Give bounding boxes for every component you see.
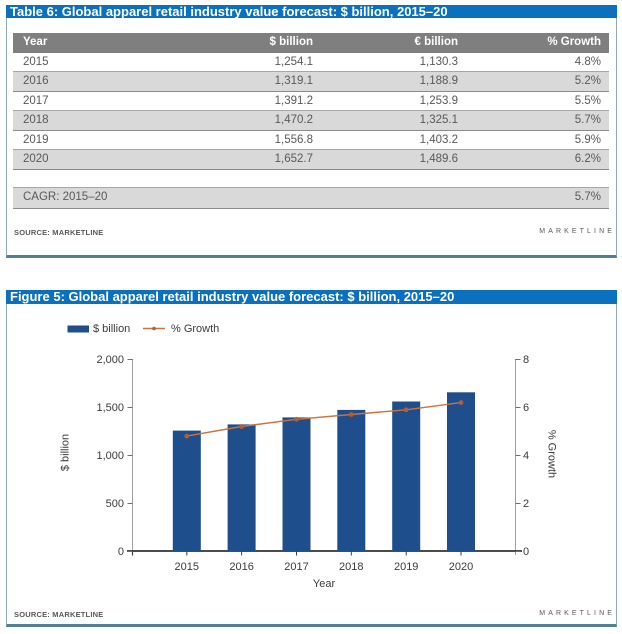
svg-text:500: 500 bbox=[106, 498, 124, 510]
svg-text:1,000: 1,000 bbox=[96, 450, 124, 462]
svg-text:2018: 2018 bbox=[339, 561, 363, 573]
svg-text:8: 8 bbox=[523, 354, 529, 366]
svg-text:2020: 2020 bbox=[449, 561, 473, 573]
svg-text:$ billion: $ billion bbox=[60, 434, 72, 471]
svg-text:2015: 2015 bbox=[175, 561, 199, 573]
svg-text:2017: 2017 bbox=[284, 561, 308, 573]
svg-text:2019: 2019 bbox=[394, 561, 418, 573]
svg-text:0: 0 bbox=[118, 546, 124, 558]
svg-text:2,000: 2,000 bbox=[96, 354, 124, 366]
svg-text:% Growth: % Growth bbox=[171, 323, 219, 335]
svg-text:0: 0 bbox=[523, 546, 529, 558]
svg-text:4: 4 bbox=[523, 450, 529, 462]
svg-text:1,500: 1,500 bbox=[96, 402, 124, 414]
svg-text:$ billion: $ billion bbox=[93, 323, 130, 335]
svg-text:Year: Year bbox=[313, 578, 336, 590]
svg-text:% Growth: % Growth bbox=[546, 430, 558, 478]
svg-text:6: 6 bbox=[523, 402, 529, 414]
svg-text:2016: 2016 bbox=[229, 561, 253, 573]
svg-text:2: 2 bbox=[523, 498, 529, 510]
